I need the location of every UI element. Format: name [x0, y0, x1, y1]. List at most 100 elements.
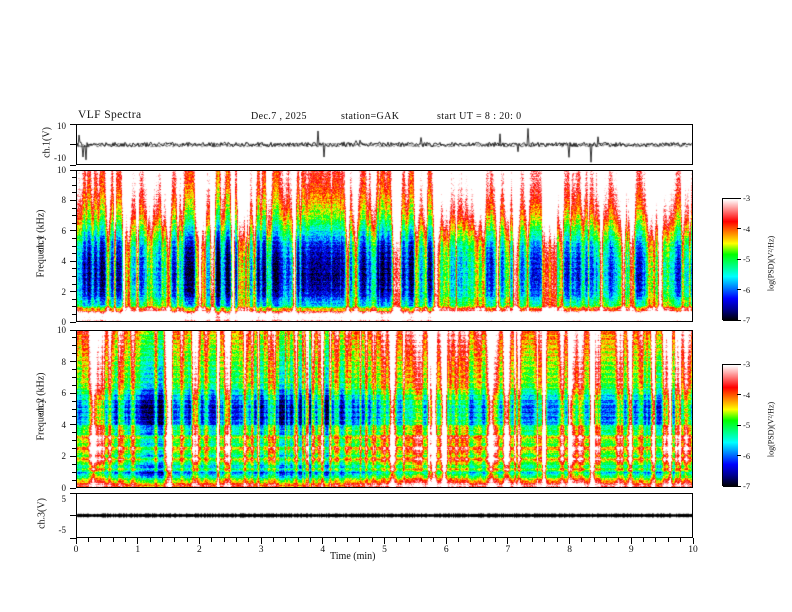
ch1-waveform-ytick-1: -10 [54, 153, 66, 163]
ch1-spectrogram-minor-ytickmark [72, 298, 76, 300]
ch1-waveform-ytickmark [70, 123, 76, 125]
ch1-spectrogram-minor-ytickmark [72, 192, 76, 194]
xaxis-minor-tickmark [606, 538, 608, 542]
ch2-spectrogram-minor-ytickmark [72, 369, 76, 370]
ch1-spectrogram-minor-ytickmark [72, 177, 76, 179]
xaxis-minor-tickmark [174, 538, 176, 542]
xaxis-minor-tickmark [421, 538, 423, 542]
ch2-spectrogram-ytick-label: 10 [57, 325, 66, 335]
ch1-spectrogram-minor-ytickmark [72, 245, 76, 247]
ch2-spectrogram-minor-ytickmark [72, 448, 76, 449]
colorbar-tick-label: -3 [743, 359, 751, 369]
xaxis-minor-tickmark [272, 538, 274, 542]
page-title: VLF Spectra [78, 109, 142, 121]
colorbar-tickmark [737, 394, 741, 395]
xaxis-tick-label: 5 [382, 545, 387, 555]
ch2-spectrogram-minor-ytickmark [72, 345, 76, 347]
ch2-spectrogram-minor-ytickmark [72, 408, 76, 410]
ch1-spectrogram-panel [76, 170, 693, 322]
ch3-waveform-ytickmark [70, 515, 76, 516]
colorbar-tick-label: -6 [743, 450, 751, 461]
xaxis-tickmark [569, 538, 571, 544]
colorbar-ch2-label: log(PSD)(V²/Hz) [766, 401, 776, 458]
ch2-spectrogram-ytickmark [70, 361, 76, 363]
ch1-waveform-ytickmark [70, 164, 76, 166]
ch2-spectrogram-minor-ytickmark [72, 400, 76, 402]
xaxis-tickmark [384, 538, 385, 544]
colorbar-tickmark [737, 363, 741, 365]
xaxis-tick-label: 3 [258, 545, 264, 555]
ch2-spectrogram-ytick-label: 8 [61, 356, 67, 367]
ch2-spectrogram-minor-ytickmark [72, 353, 76, 355]
xaxis-tickmark [322, 538, 324, 544]
colorbar-tickmark [737, 289, 741, 290]
ch3-waveform-ytickmark [70, 537, 76, 539]
xaxis-tick-label: 6 [443, 545, 449, 555]
colorbar-ch1 [722, 198, 738, 321]
xaxis-minor-tickmark [161, 538, 163, 542]
xaxis-minor-tickmark [495, 538, 497, 542]
ch1-spectrogram-minor-ytickmark [72, 215, 76, 217]
ch1-spectrogram-minor-ytickmark [72, 313, 76, 315]
colorbar-tickmark [737, 258, 741, 260]
header-start-time: start UT = 8 : 20: 0 [437, 111, 522, 122]
ch1-spectrogram-minor-ytickmark [72, 275, 76, 277]
ch1-spectrogram-ytick-label: 2 [61, 286, 67, 297]
xaxis-tick-label: 9 [628, 545, 634, 555]
ch1-spectrogram-minor-ytickmark [72, 237, 76, 239]
colorbar-tick-label: -7 [743, 315, 751, 325]
header-station: station=GAK [341, 111, 400, 122]
ch1-spectrogram-ytickmark [70, 321, 76, 323]
ch1-spectrogram-ytickmark [70, 169, 76, 171]
ch2-spectrogram-ytickmark [70, 329, 76, 331]
ch2-spectrogram-ytickmark [70, 424, 76, 426]
xaxis-tick-label: 8 [567, 545, 572, 555]
ch3-waveform-ytick-0: 5 [61, 494, 67, 504]
xaxis-minor-tickmark [532, 538, 534, 542]
xaxis-tickmark [692, 538, 694, 544]
xaxis-tickmark [445, 538, 447, 544]
ch2-spectrogram-panel [76, 330, 693, 488]
ch3-waveform-ytick-1: -5 [58, 525, 67, 535]
ch2-spectrogram-ytickmark [70, 392, 76, 394]
colorbar-tickmark [737, 455, 741, 456]
xaxis-minor-tickmark [482, 538, 484, 542]
xaxis-tick-label: 7 [505, 545, 511, 555]
ch1-spectrogram-minor-ytickmark [72, 207, 76, 209]
colorbar-tickmark [737, 424, 741, 426]
xaxis-tick-label: 10 [688, 545, 698, 555]
xaxis-minor-tickmark [433, 538, 435, 542]
ch1-spectrogram-ytick-label: 0 [61, 317, 67, 327]
ch1-spectrogram-ytick-label: 6 [61, 225, 67, 236]
xaxis-minor-tickmark [581, 538, 583, 542]
ch2-spectrogram-minor-ytickmark [72, 479, 76, 481]
ch2-spectrogram-minor-ytickmark [72, 376, 76, 378]
ch2-spectrogram-minor-ytickmark [72, 416, 76, 418]
colorbar-tickmark [737, 197, 741, 199]
xaxis-minor-tickmark [618, 538, 620, 542]
colorbar-tick-label: -4 [743, 389, 751, 400]
ch1-spectrogram-ytick-label: 4 [61, 256, 67, 267]
colorbar-tick-label: -5 [743, 420, 751, 430]
xaxis-minor-tickmark [470, 538, 472, 542]
xaxis-minor-tickmark [149, 538, 151, 542]
ch2-spectrogram-minor-ytickmark [72, 432, 76, 434]
ch2-spectrogram-ytick-label: 0 [61, 483, 67, 493]
ch2-spectrogram-minor-ytickmark [72, 440, 76, 442]
ch2-spectrogram-ytick-label: 2 [61, 451, 67, 462]
ch2-spectrogram-ytickmark [70, 455, 76, 457]
ch1-spectrogram-ytickmark [70, 291, 76, 293]
ch2-spectrogram-minor-ytickmark [72, 471, 76, 473]
xaxis-tick-label: 0 [73, 545, 79, 555]
colorbar-tickmark [737, 485, 741, 487]
ch1-waveform-panel [76, 124, 693, 165]
xaxis-tick-label: 2 [197, 545, 202, 555]
xaxis-minor-tickmark [285, 538, 287, 542]
xaxis-tickmark [630, 538, 632, 544]
colorbar-tickmark [737, 319, 741, 321]
ch3-waveform-panel [76, 493, 693, 538]
ch1-spectrogram-ytickmark [70, 199, 76, 201]
ch2-spectrogram-ytick-label: 6 [61, 388, 67, 399]
xaxis-minor-tickmark [112, 538, 114, 542]
xaxis-minor-tickmark [100, 538, 102, 542]
